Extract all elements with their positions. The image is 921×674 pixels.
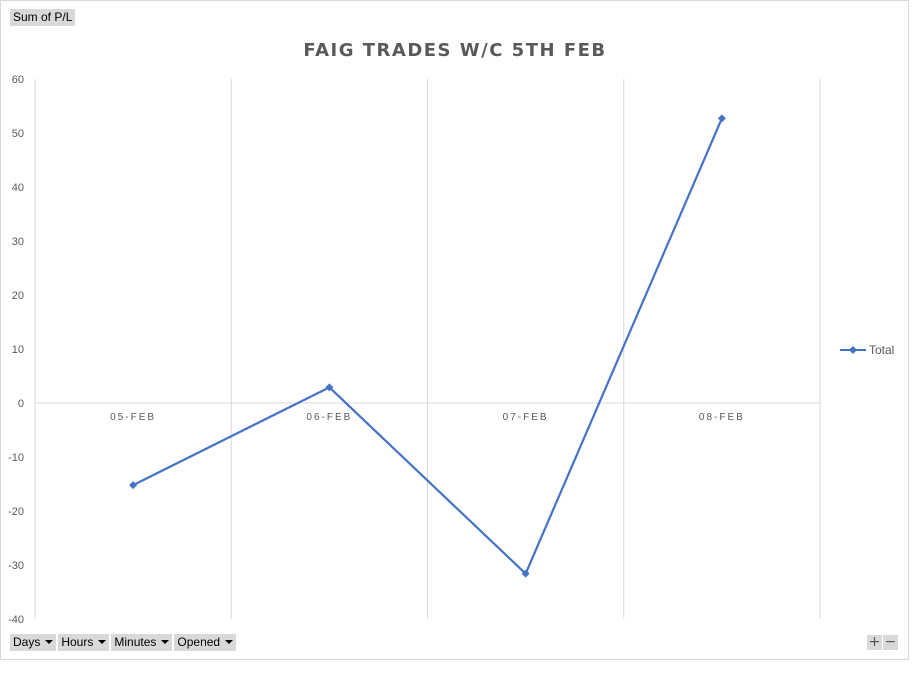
series-line-total bbox=[132, 117, 723, 575]
minutes-field-label: Minutes bbox=[114, 635, 157, 649]
y-tick-label: -30 bbox=[8, 560, 24, 572]
x-tick-label: 06-FEB bbox=[306, 412, 352, 423]
y-tick-label: -20 bbox=[8, 506, 24, 518]
dropdown-arrow-icon bbox=[98, 639, 107, 644]
y-tick-label: 10 bbox=[12, 344, 24, 356]
axis-field-buttons: Days Hours Minutes Opened bbox=[10, 634, 237, 651]
x-tick-label: 05-FEB bbox=[110, 412, 156, 423]
value-field-button[interactable]: Sum of P/L bbox=[10, 9, 76, 26]
series-layer bbox=[129, 114, 726, 578]
opened-field-button[interactable]: Opened bbox=[174, 634, 237, 651]
y-tick-label: 40 bbox=[12, 182, 24, 194]
y-tick-label: -10 bbox=[8, 452, 24, 464]
gridlines bbox=[34, 79, 821, 619]
y-tick-label: -40 bbox=[8, 614, 24, 626]
opened-field-label: Opened bbox=[177, 635, 221, 649]
data-point-marker bbox=[325, 383, 334, 392]
y-tick-label: 50 bbox=[12, 128, 24, 140]
y-tick-label: 20 bbox=[12, 290, 24, 302]
hours-field-label: Hours bbox=[61, 635, 94, 649]
legend-label-total: Total bbox=[869, 343, 894, 357]
axes: 60 50 40 30 20 10 0 -10 -20 -30 -40 05-FEB 06-FEB 07-… bbox=[8, 74, 820, 626]
y-tick-label: 30 bbox=[12, 236, 24, 248]
hours-field-button[interactable]: Hours bbox=[58, 634, 110, 651]
dropdown-arrow-icon bbox=[225, 639, 234, 644]
data-point-marker bbox=[129, 481, 138, 490]
expand-field-button[interactable]: + bbox=[867, 634, 882, 650]
legend-marker bbox=[849, 346, 857, 354]
days-field-label: Days bbox=[13, 635, 41, 649]
dropdown-arrow-icon bbox=[161, 639, 170, 644]
x-tick-label: 08-FEB bbox=[699, 412, 745, 423]
legend: Total bbox=[840, 343, 894, 357]
data-point-marker bbox=[717, 114, 726, 123]
days-field-button[interactable]: Days bbox=[10, 634, 57, 651]
y-tick-label: 0 bbox=[18, 398, 24, 410]
x-tick-label: 07-FEB bbox=[503, 412, 549, 423]
chart-area bbox=[0, 0, 909, 660]
dropdown-arrow-icon bbox=[45, 639, 54, 644]
y-tick-label: 60 bbox=[12, 74, 24, 86]
data-point-marker bbox=[521, 569, 530, 578]
chart-title: FAIG TRADES W/C 5TH FEB bbox=[303, 40, 606, 61]
collapse-field-button[interactable]: − bbox=[883, 634, 898, 650]
minutes-field-button[interactable]: Minutes bbox=[111, 634, 173, 651]
